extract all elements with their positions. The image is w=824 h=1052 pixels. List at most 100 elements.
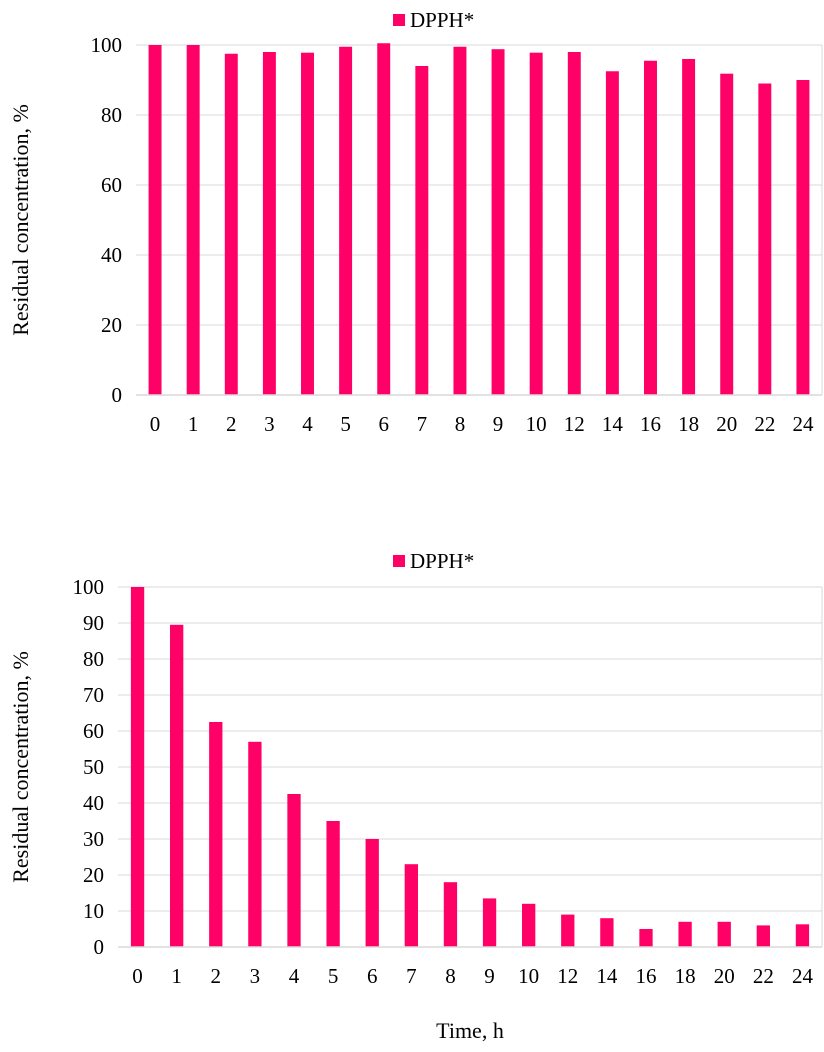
y-tick-label: 0 (94, 935, 105, 959)
bar (262, 52, 276, 395)
bar (443, 882, 458, 947)
bar (453, 46, 467, 395)
y-tick-label: 40 (83, 791, 104, 815)
legend: DPPH* (393, 549, 474, 573)
legend-swatch (393, 14, 405, 26)
bar (561, 914, 575, 947)
y-tick-label: 60 (83, 719, 104, 743)
y-tick-label: 0 (112, 383, 123, 407)
bar (796, 80, 810, 395)
x-tick-label: 2 (226, 412, 237, 436)
bar (148, 45, 162, 395)
x-tick-label: 5 (328, 964, 339, 988)
bar (415, 66, 429, 395)
x-tick-label: 0 (150, 412, 161, 436)
x-tick-label: 24 (792, 964, 814, 988)
bar (339, 46, 353, 395)
x-tick-label: 9 (493, 412, 504, 436)
bar (377, 43, 391, 395)
bar (529, 52, 543, 395)
legend-label: DPPH* (410, 8, 474, 32)
bar (600, 918, 614, 947)
bar (682, 59, 696, 395)
x-tick-label: 16 (640, 412, 661, 436)
bar (186, 45, 200, 395)
bar (605, 71, 619, 395)
y-axis-title: Residual concentration, % (8, 651, 33, 883)
x-tick-label: 3 (250, 964, 261, 988)
gridlines (118, 586, 823, 947)
x-tick-label: 6 (367, 964, 378, 988)
bar (287, 794, 301, 947)
bar (326, 821, 340, 947)
y-tick-labels: 0 10 20 30 40 50 60 70 80 90 100 (73, 575, 105, 959)
bar (209, 722, 223, 947)
y-tick-labels: 0 20 40 60 80 100 (91, 33, 123, 407)
x-tick-label: 1 (188, 412, 199, 436)
x-tick-label: 1 (171, 964, 182, 988)
bar (758, 83, 772, 395)
x-tick-label: 24 (792, 412, 814, 436)
y-tick-label: 20 (101, 313, 122, 337)
x-axis-title: Time, h (436, 1018, 504, 1043)
y-tick-label: 20 (83, 863, 104, 887)
x-tick-label: 0 (132, 964, 143, 988)
y-tick-label: 100 (91, 33, 123, 57)
legend-swatch (393, 555, 405, 567)
y-tick-label: 90 (83, 611, 104, 635)
y-tick-label: 100 (73, 575, 105, 599)
bar (567, 52, 581, 395)
bar (491, 49, 505, 395)
bar (248, 741, 262, 947)
bar (756, 925, 770, 947)
x-tick-label: 4 (289, 964, 300, 988)
gridlines (136, 44, 823, 395)
bar (678, 921, 692, 947)
bar (795, 924, 810, 947)
x-tick-label: 20 (716, 412, 737, 436)
bar (522, 903, 536, 947)
x-tick-label: 7 (406, 964, 417, 988)
x-tick-label: 2 (211, 964, 222, 988)
x-tick-label: 10 (518, 964, 539, 988)
y-tick-label: 10 (83, 899, 104, 923)
bar (404, 864, 418, 947)
legend-label: DPPH* (410, 549, 474, 573)
x-tick-labels: 0 1 2 3 4 5 6 7 8 9 10 12 14 16 18 20 22 24 (150, 412, 814, 436)
bar (224, 53, 238, 395)
bar (301, 52, 314, 395)
x-tick-label: 9 (484, 964, 495, 988)
x-tick-label: 22 (754, 412, 775, 436)
bar (717, 921, 731, 947)
x-tick-label: 14 (602, 412, 624, 436)
bar (170, 624, 184, 947)
x-tick-labels: 0 1 2 3 4 5 6 7 8 9 10 12 14 16 18 20 22 24 (132, 964, 813, 988)
y-tick-label: 30 (83, 827, 104, 851)
x-tick-label: 12 (564, 412, 585, 436)
y-tick-label: 70 (83, 683, 104, 707)
x-tick-label: 8 (445, 964, 456, 988)
x-tick-label: 6 (378, 412, 389, 436)
x-tick-label: 3 (264, 412, 275, 436)
bar (365, 839, 379, 947)
x-tick-label: 12 (557, 964, 578, 988)
bar (644, 60, 657, 395)
x-tick-label: 5 (340, 412, 351, 436)
x-tick-label: 22 (753, 964, 774, 988)
x-tick-label: 4 (302, 412, 313, 436)
y-tick-label: 50 (83, 755, 104, 779)
legend: DPPH* (393, 8, 474, 32)
bars (148, 43, 810, 395)
bar (639, 929, 653, 947)
y-tick-label: 80 (83, 647, 104, 671)
y-tick-label: 60 (101, 173, 122, 197)
x-tick-label: 14 (596, 964, 618, 988)
x-tick-label: 18 (678, 412, 699, 436)
y-tick-label: 80 (101, 103, 122, 127)
x-tick-label: 16 (636, 964, 657, 988)
x-tick-label: 10 (526, 412, 547, 436)
x-tick-label: 7 (417, 412, 428, 436)
